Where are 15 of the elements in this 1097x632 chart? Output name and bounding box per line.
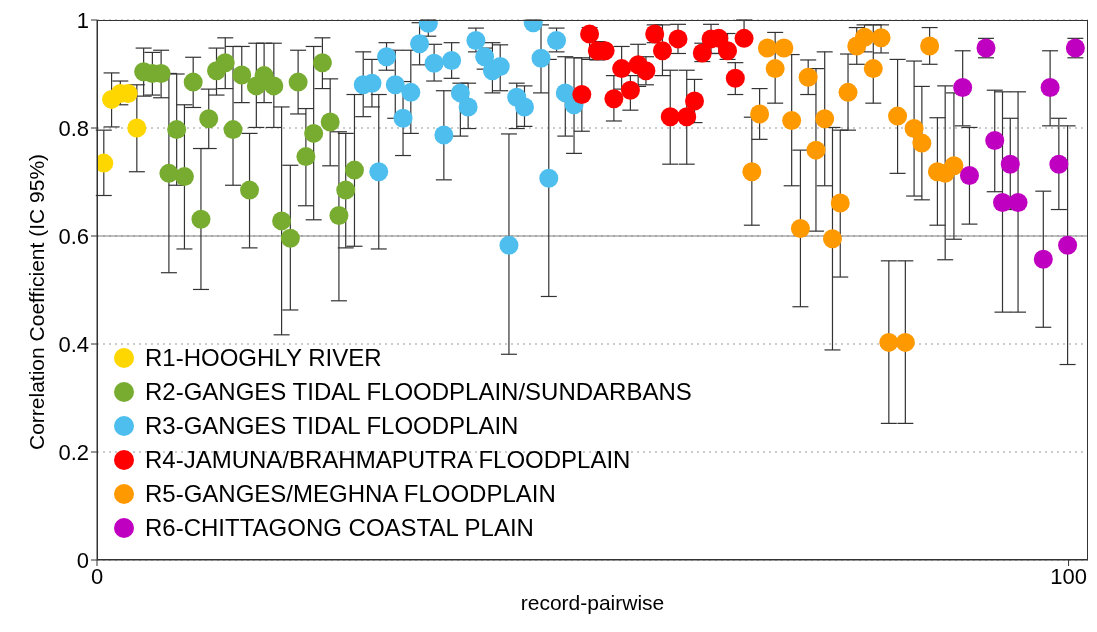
y-axis-title: Correlation Coefficient (IC 95%) [25, 153, 49, 450]
legend-label: R5-GANGES/MEGHNA FLOODPLAIN [145, 479, 556, 509]
x-axis-title: record-pairwise [520, 591, 665, 614]
legend-label: R6-CHITTAGONG COASTAL PLAIN [145, 513, 534, 543]
y-tick-label: 0 [76, 547, 89, 573]
legend-label: R1-HOOGHLY RIVER [145, 343, 382, 373]
y-tick-label: 0.8 [58, 115, 89, 141]
x-tick-label: 100 [1050, 563, 1087, 589]
y-tick-label: 0.6 [58, 223, 89, 249]
legend-label: R3-GANGES TIDAL FLOODPLAIN [145, 411, 519, 441]
legend-label: R4-JAMUNA/BRAHMAPUTRA FLOODPLAIN [145, 445, 631, 475]
y-tick-label: 1 [76, 7, 89, 33]
y-tick-label: 0.4 [58, 331, 89, 357]
legend-label: R2-GANGES TIDAL FLOODPLAIN/SUNDARBANS [145, 377, 692, 407]
y-tick-label: 0.2 [58, 439, 89, 465]
